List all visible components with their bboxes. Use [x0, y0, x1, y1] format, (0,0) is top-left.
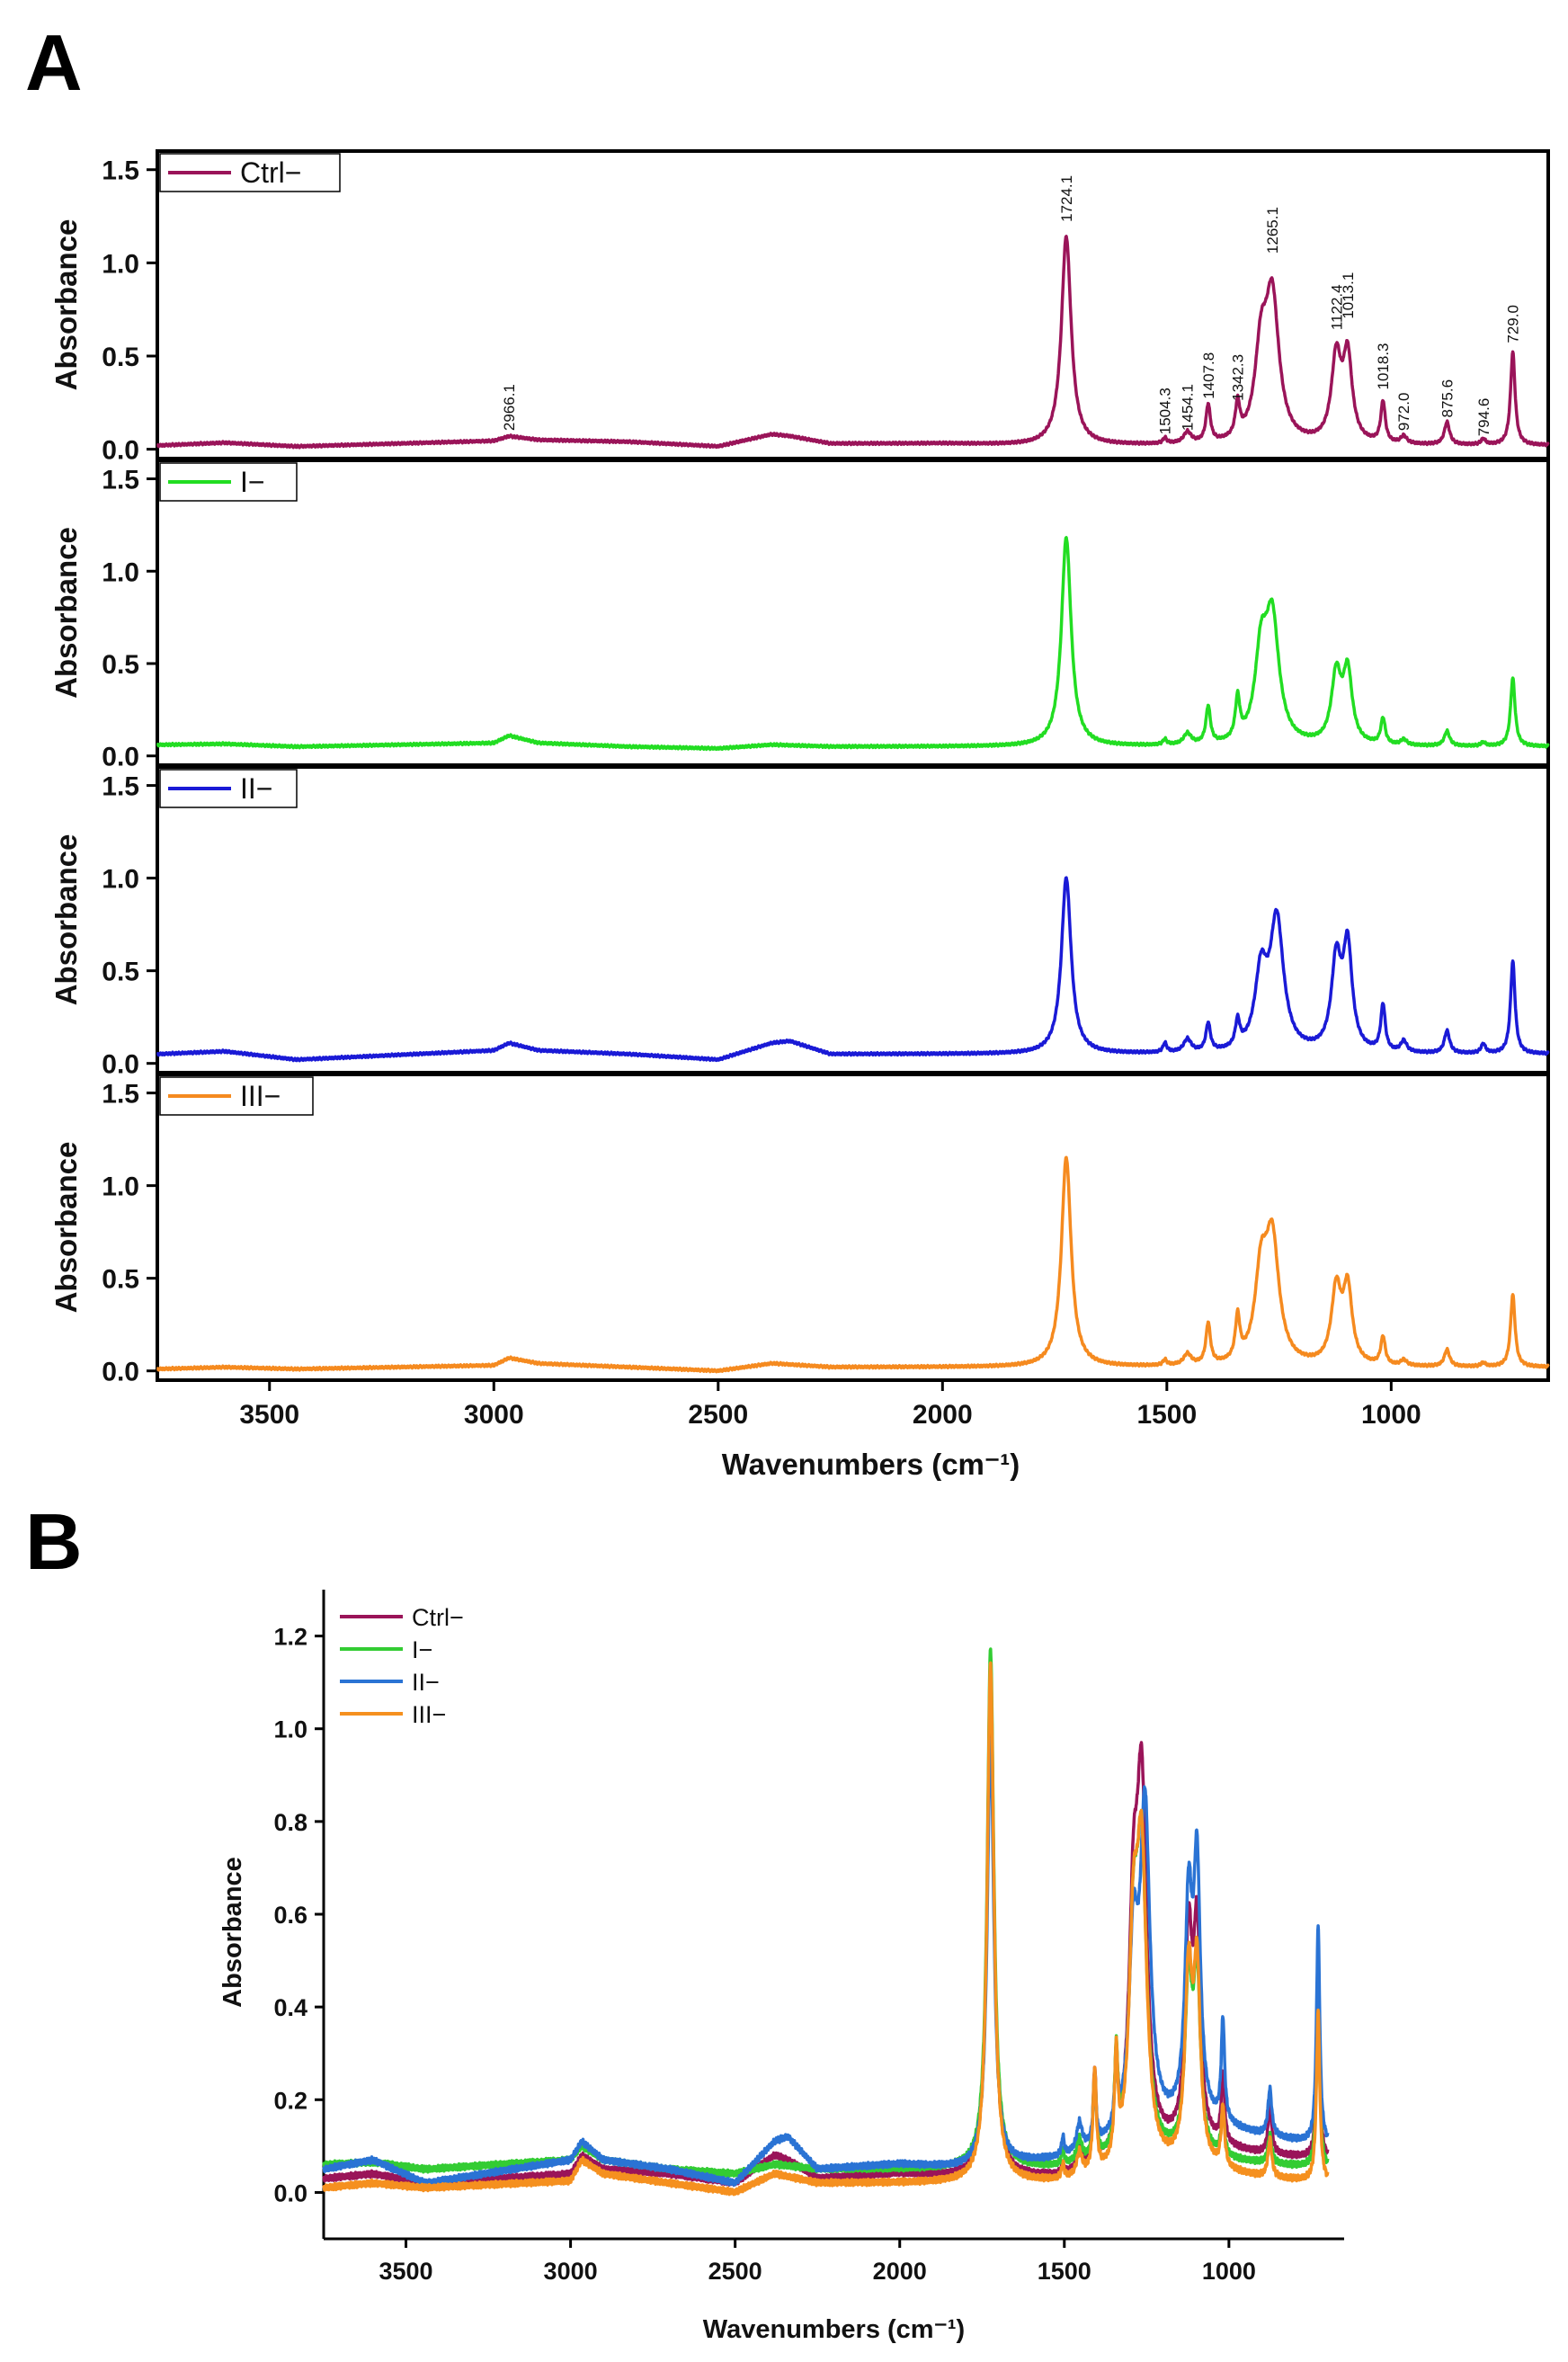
x-tick-label: 1000 [1202, 2258, 1256, 2285]
y-tick-label: 1.0 [102, 1172, 139, 1202]
peak-annotation: 2966.1 [501, 384, 518, 431]
y-tick-label: 0.5 [102, 343, 139, 372]
peak-annotation: 1018.3 [1375, 343, 1392, 389]
subplot-frame [156, 765, 1550, 1074]
spectrum-line-4 [156, 1155, 1550, 1374]
peak-annotation: 972.0 [1395, 393, 1412, 432]
y-tick-label: 1.2 [273, 1624, 307, 1651]
legend-label: Ctrl− [412, 1604, 464, 1631]
spectrum-line-1 [156, 235, 1550, 450]
y-tick-label: 1.5 [102, 466, 139, 495]
legend-label: II− [412, 1669, 440, 1696]
y-tick-label: 0.6 [273, 1902, 307, 1929]
x-axis-title: Wavenumbers (cm⁻¹) [722, 1448, 1020, 1481]
overlay-spectrum-line-1 [322, 1675, 1330, 2188]
peak-annotation: 1342.3 [1229, 354, 1246, 401]
peak-annotation: 1407.8 [1200, 352, 1217, 399]
panel-b-letter: B [25, 1497, 83, 1586]
peak-annotation: 729.0 [1505, 305, 1522, 343]
y-tick-label: 1.5 [102, 1080, 139, 1110]
peak-annotation: 1724.1 [1058, 175, 1075, 222]
x-tick-label: 1000 [1361, 1400, 1421, 1430]
panel-a-subplot-4: 0.0 0.5 1.0 1.5 Absorbance III− [49, 1073, 1550, 1387]
y-tick-label: 0.0 [102, 1050, 139, 1080]
x-axis-title: Wavenumbers (cm⁻¹) [703, 2315, 965, 2344]
panel-a-subplot-3: 0.0 0.5 1.0 1.5 Absorbance II− [49, 765, 1550, 1080]
x-tick-label: 1500 [1136, 1400, 1197, 1430]
legend-label: Ctrl− [240, 156, 301, 189]
y-tick-label: 0.2 [273, 2087, 307, 2114]
y-tick-label: 1.5 [102, 772, 139, 802]
panel-a-subplot-1: 0.0 0.5 1.0 1.5 Absorbance Ctrl− [49, 149, 1550, 466]
x-tick-label: 3000 [544, 2258, 598, 2285]
legend-label: III− [412, 1701, 446, 1728]
overlay-spectrum-line-3 [322, 1737, 1330, 2188]
y-tick-label: 1.5 [102, 156, 139, 186]
y-tick-label: 1.0 [102, 557, 139, 587]
spectrum-line-2 [156, 536, 1550, 752]
overlay-spectrum-line-4 [322, 1661, 1330, 2197]
y-tick-label: 0.4 [273, 1994, 307, 2021]
y-tick-label: 0.5 [102, 958, 139, 987]
subplot-frame [156, 459, 1550, 767]
y-axis-title: Absorbance [49, 834, 83, 1006]
x-tick-label: 3500 [239, 1400, 299, 1430]
panel-b-chart: 0.0 0.2 0.4 0.6 0.8 1.0 1.2 3500 3000 2500 2000 150… [218, 1590, 1344, 2344]
y-axis-title: Absorbance [218, 1857, 247, 2008]
x-tick-label: 2500 [688, 1400, 748, 1430]
y-tick-label: 0.0 [102, 743, 139, 772]
x-tick-label: 3000 [464, 1400, 524, 1430]
subplot-frame [156, 1073, 1550, 1382]
y-tick-label: 0.5 [102, 650, 139, 680]
x-tick-label: 2000 [873, 2258, 927, 2285]
panel-a-subplot-2: 0.0 0.5 1.0 1.5 Absorbance I− [49, 459, 1550, 772]
y-tick-label: 0.8 [273, 1809, 307, 1836]
peak-annotation: 875.6 [1439, 379, 1456, 418]
y-tick-label: 1.0 [102, 249, 139, 279]
legend-label: II− [240, 772, 272, 805]
y-axis-title: Absorbance [49, 219, 83, 391]
y-tick-label: 0.0 [273, 2179, 307, 2206]
peak-annotation: 1504.3 [1157, 388, 1174, 434]
peak-annotation: 1454.1 [1180, 384, 1197, 431]
y-tick-label: 1.0 [273, 1716, 307, 1743]
legend-label: III− [240, 1080, 281, 1112]
x-tick-label: 2500 [708, 2258, 762, 2285]
peak-annotation: 794.6 [1475, 398, 1492, 437]
y-axis-title: Absorbance [49, 527, 83, 699]
peak-annotation: 1265.1 [1264, 207, 1281, 254]
y-tick-label: 0.0 [102, 1358, 139, 1387]
legend-label: I− [240, 466, 265, 498]
spectrum-line-3 [156, 876, 1550, 1063]
y-axis-title: Absorbance [49, 1142, 83, 1314]
peak-annotation: 1122.4 [1328, 284, 1345, 330]
x-tick-label: 1500 [1038, 2258, 1091, 2285]
x-tick-label: 2000 [913, 1400, 973, 1430]
y-tick-label: 1.0 [102, 865, 139, 895]
panel-a-letter: A [25, 18, 83, 107]
legend-label: I− [412, 1636, 432, 1663]
y-tick-label: 0.5 [102, 1265, 139, 1295]
x-tick-label: 3500 [379, 2258, 432, 2285]
panel-a-chart: 0.0 0.5 1.0 1.5 Absorbance Ctrl− 0.0 0.5 1.0 1.5 A… [49, 149, 1550, 1481]
peak-annotation: 1013.1 [1340, 272, 1357, 319]
y-tick-label: 0.0 [102, 436, 139, 466]
